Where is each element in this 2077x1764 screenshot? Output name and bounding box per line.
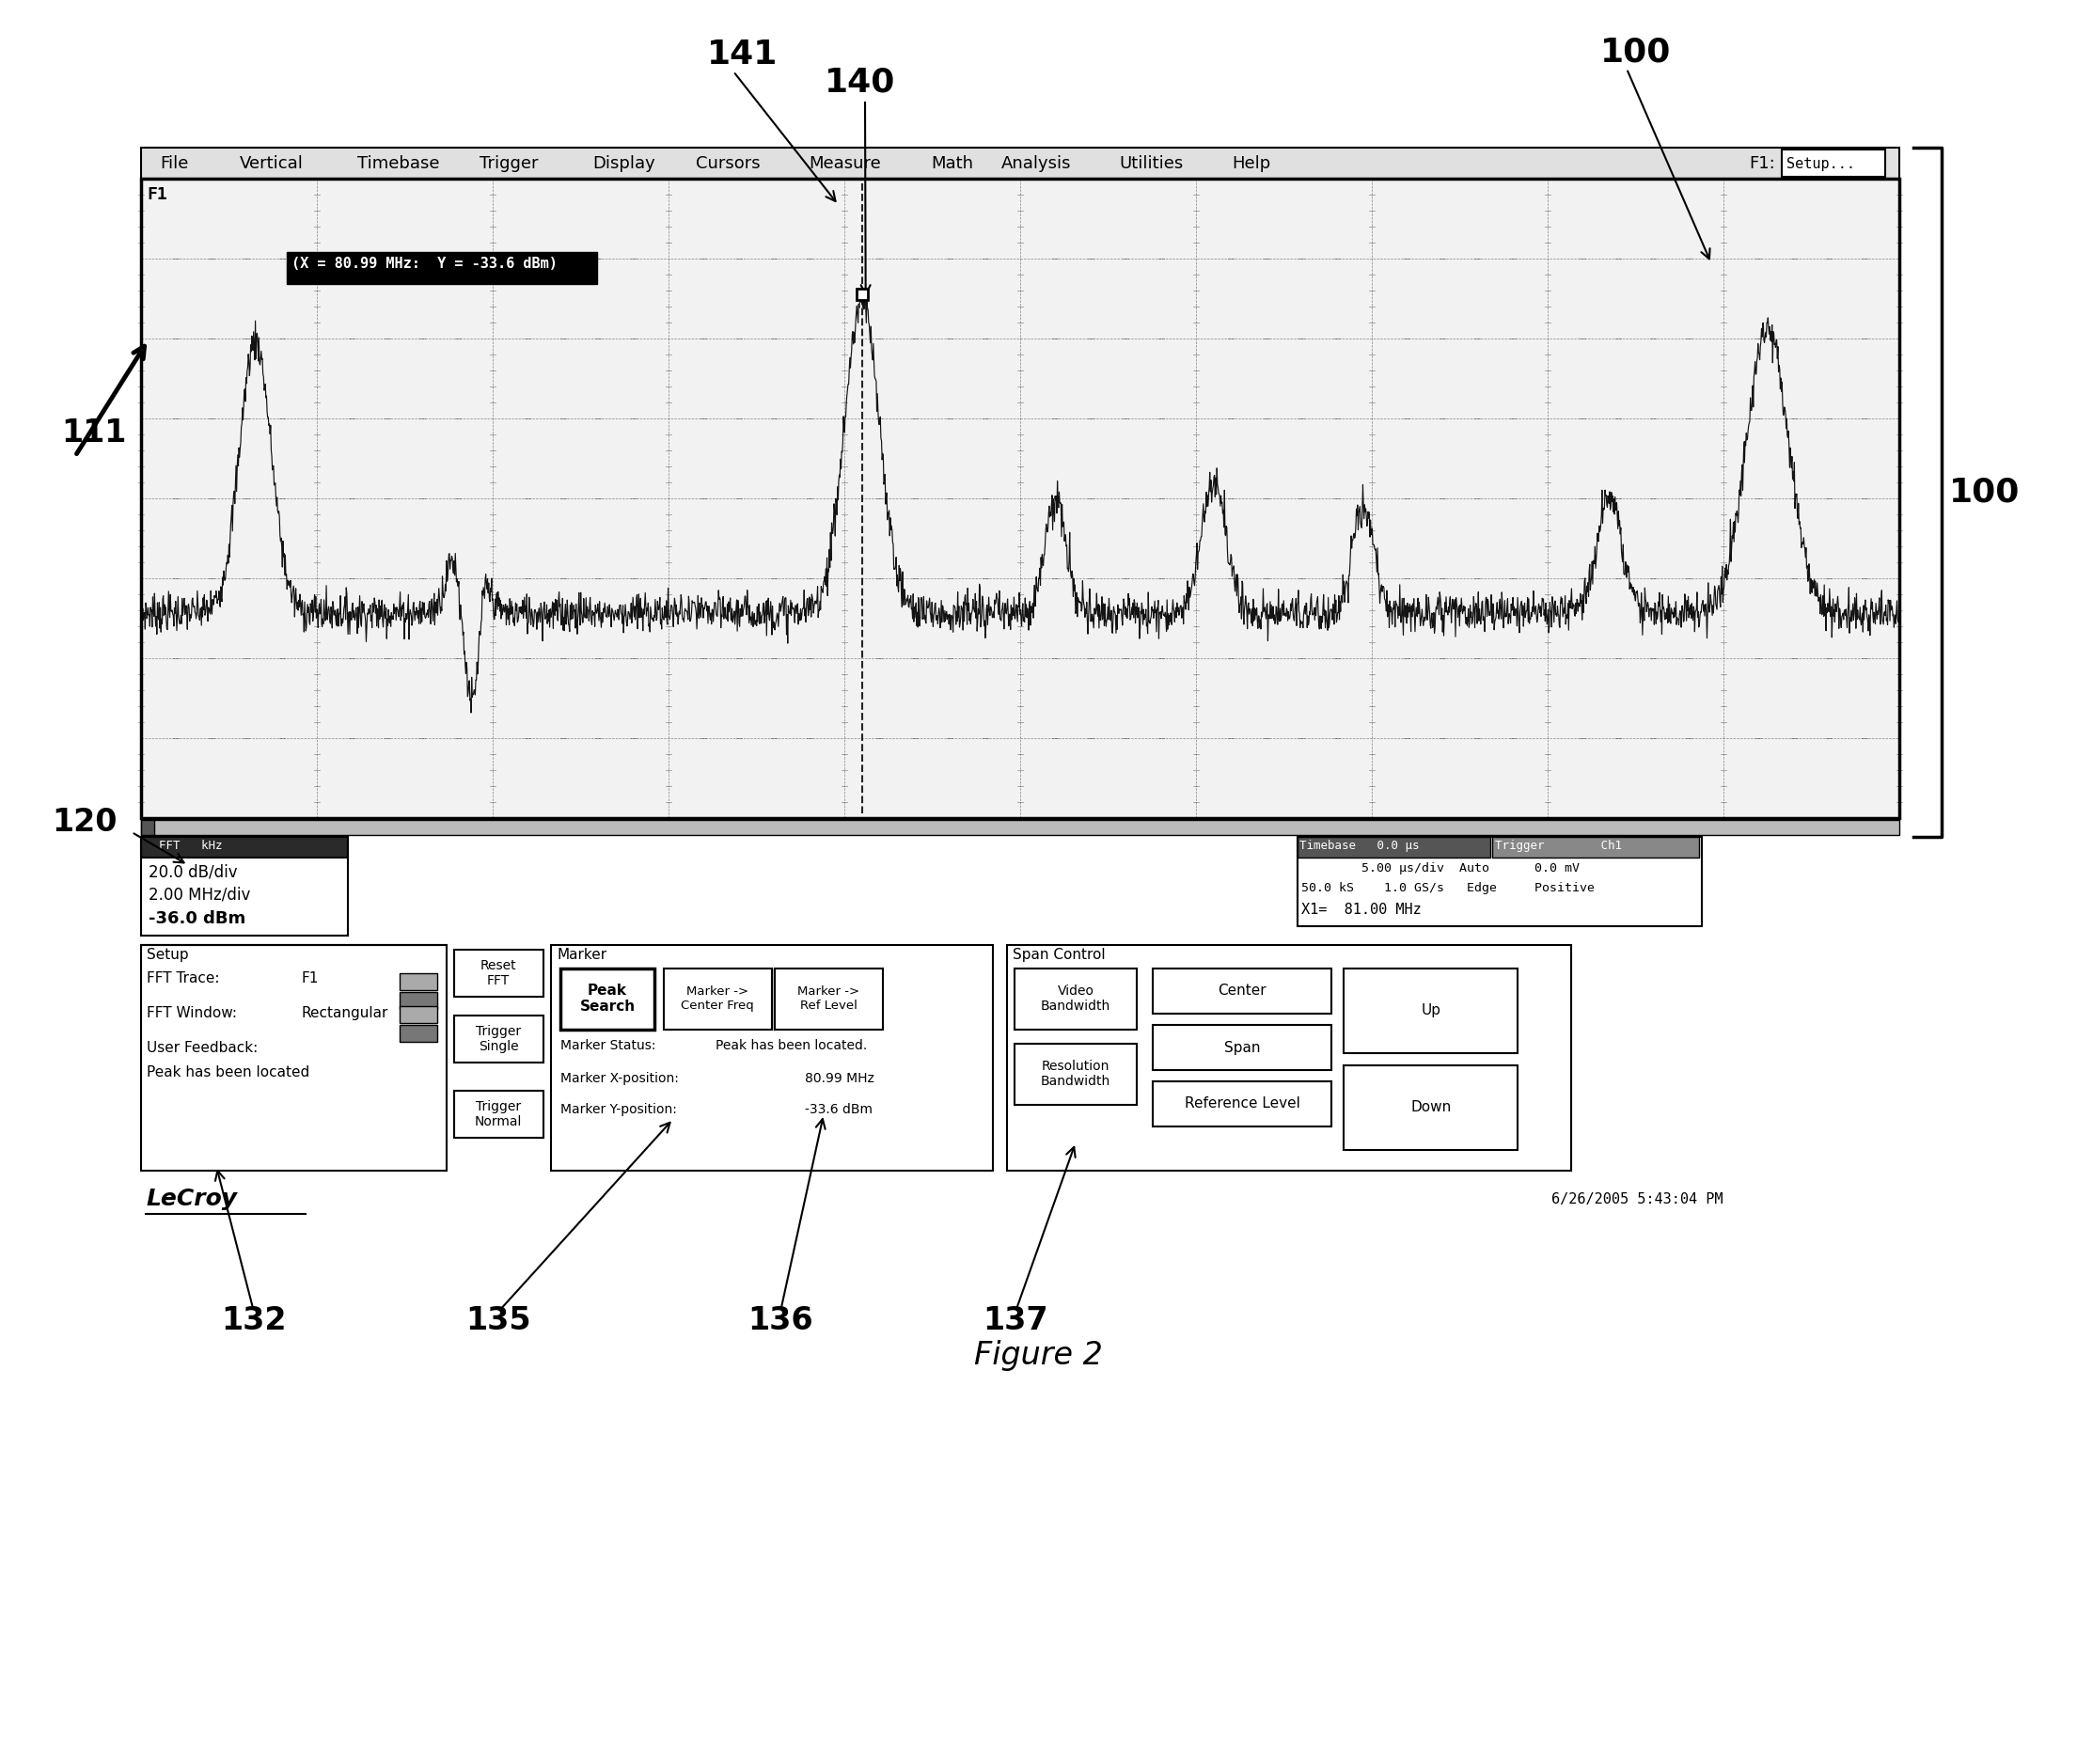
Text: 5.00 µs/div  Auto      0.0 mV: 5.00 µs/div Auto 0.0 mV (1302, 863, 1581, 875)
Text: Span Control: Span Control (1014, 947, 1105, 961)
Text: Help: Help (1232, 155, 1271, 173)
Text: (X = 80.99 MHz:  Y = -33.6 dBm): (X = 80.99 MHz: Y = -33.6 dBm) (291, 258, 557, 272)
Bar (141, 820, 154, 834)
Bar (455, 1090, 544, 1138)
Text: F1:: F1: (1749, 155, 1776, 173)
Bar (1153, 968, 1331, 1014)
Text: 100: 100 (1948, 476, 2021, 508)
Text: Marker Y-position:: Marker Y-position: (561, 1102, 677, 1117)
Bar (1153, 1081, 1331, 1127)
Bar (1491, 836, 1699, 857)
Bar (1298, 836, 1701, 926)
Text: Timebase: Timebase (357, 155, 440, 173)
Bar (141, 148, 1898, 178)
Text: 111: 111 (60, 416, 127, 448)
Text: Center: Center (1217, 984, 1267, 998)
Bar (399, 991, 438, 1009)
Text: 137: 137 (982, 1305, 1049, 1337)
Text: FFT Trace:: FFT Trace: (147, 972, 220, 986)
Text: 20.0 dB/div: 20.0 dB/div (150, 863, 237, 880)
Text: Reset
FFT: Reset FFT (480, 960, 517, 988)
Bar (561, 968, 654, 1030)
Text: Timebase   0.0 µs: Timebase 0.0 µs (1300, 840, 1419, 852)
Text: Marker Status:: Marker Status: (561, 1039, 656, 1051)
Text: 2.00 MHz/div: 2.00 MHz/div (150, 886, 251, 903)
Text: Math: Math (930, 155, 974, 173)
Bar (1344, 968, 1518, 1053)
Text: Trigger
Single: Trigger Single (476, 1025, 521, 1053)
Text: Trigger
Normal: Trigger Normal (476, 1101, 521, 1129)
Bar (1153, 1025, 1331, 1071)
Bar (141, 178, 1898, 818)
Bar (1344, 1065, 1518, 1150)
Text: Reference Level: Reference Level (1184, 1097, 1300, 1111)
Text: X1=  81.00 MHz: X1= 81.00 MHz (1302, 903, 1421, 917)
Bar (141, 946, 447, 1171)
Bar (1298, 836, 1491, 857)
Text: Analysis: Analysis (1001, 155, 1072, 173)
Bar (455, 1016, 544, 1062)
Text: FFT Window:: FFT Window: (147, 1005, 237, 1020)
Text: Up: Up (1421, 1004, 1441, 1018)
Text: Span: Span (1223, 1041, 1261, 1055)
Text: Vertical: Vertical (239, 155, 303, 173)
Text: -36.0 dBm: -36.0 dBm (150, 910, 245, 928)
Text: Marker X-position:: Marker X-position: (561, 1073, 679, 1085)
Text: 136: 136 (748, 1305, 812, 1337)
Text: Peak has been located.: Peak has been located. (714, 1039, 866, 1051)
Bar (1007, 946, 1570, 1171)
Text: Setup: Setup (147, 947, 189, 961)
Text: 120: 120 (52, 808, 116, 838)
Text: 140: 140 (825, 67, 895, 99)
Text: Figure 2: Figure 2 (974, 1341, 1103, 1371)
Text: Utilities: Utilities (1120, 155, 1184, 173)
Text: Video
Bandwidth: Video Bandwidth (1041, 984, 1111, 1013)
Text: 141: 141 (708, 39, 779, 71)
Text: -33.6 dBm: -33.6 dBm (806, 1102, 872, 1117)
Text: File: File (160, 155, 189, 173)
Text: FFT   kHz: FFT kHz (145, 840, 222, 852)
Bar (550, 946, 993, 1171)
Bar (399, 1005, 438, 1023)
Text: Marker ->
Ref Level: Marker -> Ref Level (798, 986, 860, 1013)
Text: Resolution
Bandwidth: Resolution Bandwidth (1041, 1060, 1111, 1088)
Text: F1: F1 (301, 972, 318, 986)
Text: Trigger: Trigger (480, 155, 538, 173)
Bar (141, 836, 347, 857)
Text: LeCroy: LeCroy (145, 1187, 237, 1210)
Text: Cursors: Cursors (696, 155, 760, 173)
Text: 6/26/2005 5:43:04 PM: 6/26/2005 5:43:04 PM (1552, 1192, 1724, 1207)
Bar (399, 974, 438, 990)
Text: Marker: Marker (557, 947, 606, 961)
Text: Measure: Measure (808, 155, 881, 173)
Text: 50.0 kS    1.0 GS/s   Edge     Positive: 50.0 kS 1.0 GS/s Edge Positive (1302, 882, 1595, 894)
Text: F1: F1 (147, 187, 166, 203)
Text: 80.99 MHz: 80.99 MHz (806, 1073, 874, 1085)
Bar (399, 1025, 438, 1043)
Text: Setup...: Setup... (1786, 157, 1855, 171)
Bar (1014, 968, 1136, 1030)
Bar (455, 949, 544, 997)
Bar (775, 968, 883, 1030)
Text: User Feedback:: User Feedback: (147, 1041, 258, 1055)
Bar (141, 836, 347, 935)
Text: Down: Down (1410, 1101, 1452, 1115)
Bar (141, 820, 1898, 834)
Bar (287, 252, 596, 284)
Text: 100: 100 (1601, 35, 1672, 67)
Text: Rectangular: Rectangular (301, 1005, 388, 1020)
Bar (665, 968, 773, 1030)
Text: Display: Display (592, 155, 654, 173)
Text: Marker ->
Center Freq: Marker -> Center Freq (681, 986, 754, 1013)
Text: 132: 132 (220, 1305, 287, 1337)
Text: Trigger        Ch1: Trigger Ch1 (1495, 840, 1622, 852)
Text: 135: 135 (465, 1305, 532, 1337)
Bar (1014, 1044, 1136, 1104)
Bar (1782, 150, 1886, 176)
Text: Peak has been located: Peak has been located (147, 1065, 309, 1080)
Text: Peak
Search: Peak Search (579, 983, 636, 1014)
